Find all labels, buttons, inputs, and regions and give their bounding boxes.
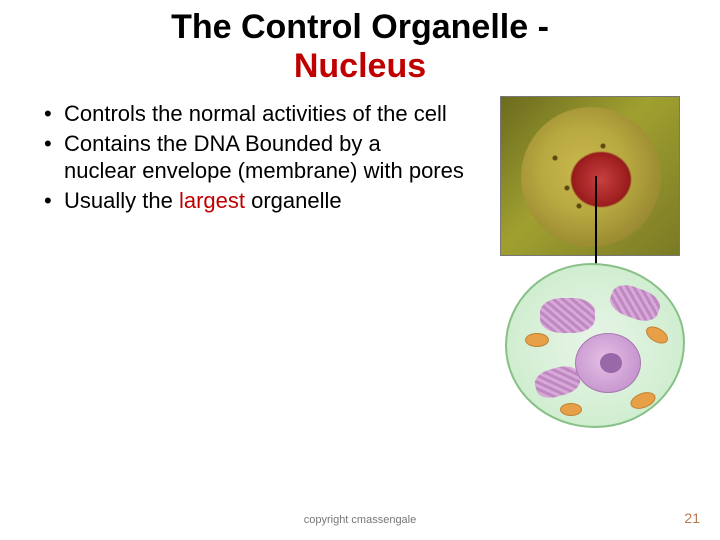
cell-diagram (500, 258, 690, 433)
title-line2: Nucleus (294, 47, 426, 85)
slide-title: The Control Organelle - Nucleus (0, 0, 720, 96)
bullet-text-accent: largest (179, 188, 245, 213)
copyright-text: copyright cmassengale (0, 514, 720, 526)
nucleus-micrograph (500, 96, 680, 256)
bullet-text-pre: Contains the DNA Bounded by a (64, 131, 381, 156)
bullet-item: Usually the largest organelle (40, 187, 500, 215)
bullet-text-pre: Usually the (64, 188, 179, 213)
image-column (500, 96, 690, 433)
diagram-er (540, 298, 595, 333)
micrograph-nucleolus (571, 152, 631, 207)
bullet-text: Controls the normal activities of the ce… (64, 101, 447, 126)
page-number: 21 (684, 510, 700, 526)
footer: copyright cmassengale 21 (0, 514, 720, 526)
content-row: Controls the normal activities of the ce… (0, 96, 720, 433)
bullet-list: Controls the normal activities of the ce… (40, 96, 500, 433)
title-line1: The Control Organelle - (171, 8, 549, 46)
bullet-text-post: organelle (245, 188, 342, 213)
bullet-item: Contains the DNA Bounded by a nuclear en… (40, 130, 500, 185)
bullet-item: Controls the normal activities of the ce… (40, 100, 500, 128)
bullet-text-break: nuclear envelope (membrane) with pores (64, 158, 464, 183)
